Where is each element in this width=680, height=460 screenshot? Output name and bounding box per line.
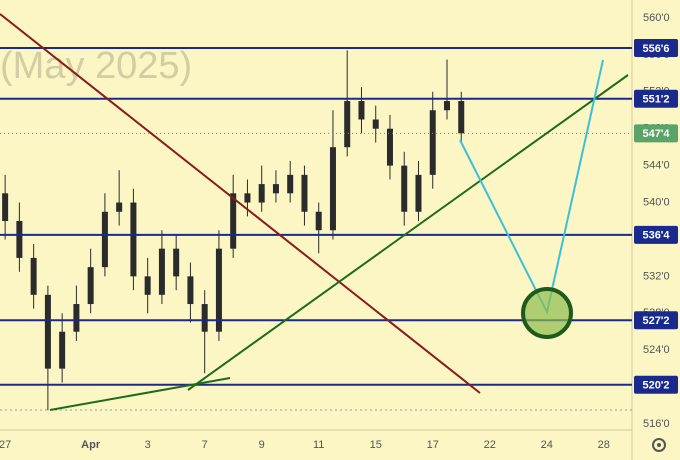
settings-icon-center[interactable] [657,443,661,447]
y-tick-label: 544'0 [643,160,670,172]
candle-body [358,101,365,120]
level-label-box [634,225,678,244]
y-tick-label: 540'0 [643,196,670,208]
candle-body [401,165,408,212]
x-tick-label: Apr [81,439,101,451]
candle-body [30,257,37,295]
candle-body [201,304,208,332]
candle-body [230,193,237,249]
candle-body [116,202,123,212]
candle-body [87,267,94,305]
candle-body [173,248,180,277]
level-label-box [634,38,678,57]
y-tick-label: 532'0 [643,270,670,282]
level-label: 520'2 [642,380,669,392]
x-tick-label: 27 [0,439,11,451]
candle-body [215,248,222,332]
x-tick-label: 17 [427,439,439,451]
candle-body [386,128,393,166]
last-price-box [634,124,678,143]
candle-body [272,184,279,194]
candle-body [443,101,450,111]
level-label: 556'6 [642,43,669,55]
x-tick-label: 11 [313,439,324,451]
watermark: (May 2025) [0,45,192,87]
y-tick-label: 560'0 [643,12,670,24]
x-tick-label: 28 [598,439,610,451]
x-tick-label: 15 [370,439,382,451]
candle-body [258,184,265,203]
level-label: 536'4 [642,230,670,242]
candle-body [187,276,194,305]
x-tick-label: 22 [484,439,496,451]
level-label-box [634,89,678,108]
candle-body [429,110,436,175]
level-label: 551'2 [642,94,669,106]
x-tick-label: 3 [145,439,151,451]
candle-body [301,174,308,212]
y-tick-label: 516'0 [643,418,670,430]
candle-body [329,147,336,231]
candle-body [372,119,379,129]
candle-body [144,276,151,295]
candle-body [130,202,137,277]
candle-body [344,101,351,148]
trend-line [0,13,481,394]
candle-body [44,294,51,369]
level-label: 527'2 [642,315,669,327]
candle-body [458,101,465,134]
candle-body [16,220,23,258]
axes: 516'0520'0524'0528'0532'0536'0540'0544'0… [0,12,678,451]
candle-body [315,211,322,231]
x-tick-label: 9 [259,439,265,451]
candle-body [158,248,165,295]
candle-body [2,193,9,221]
level-label-box [634,311,678,330]
candle-body [101,211,108,268]
x-tick-label: 24 [541,439,553,451]
last-price-label: 547'4 [642,128,670,140]
candle-body [287,174,294,194]
drawings [0,13,629,411]
trend-line [187,74,629,391]
level-label-box [634,375,678,394]
candle-body [59,331,66,369]
target-circle [521,287,573,339]
y-tick-label: 524'0 [643,344,670,356]
plot [0,46,632,411]
candle-body [73,304,80,332]
settings-button[interactable] [652,438,666,452]
trend-line [49,377,231,411]
candle-body [415,174,422,212]
x-tick-label: 7 [202,439,208,451]
candle-body [244,193,251,203]
settings-icon[interactable] [652,438,666,452]
